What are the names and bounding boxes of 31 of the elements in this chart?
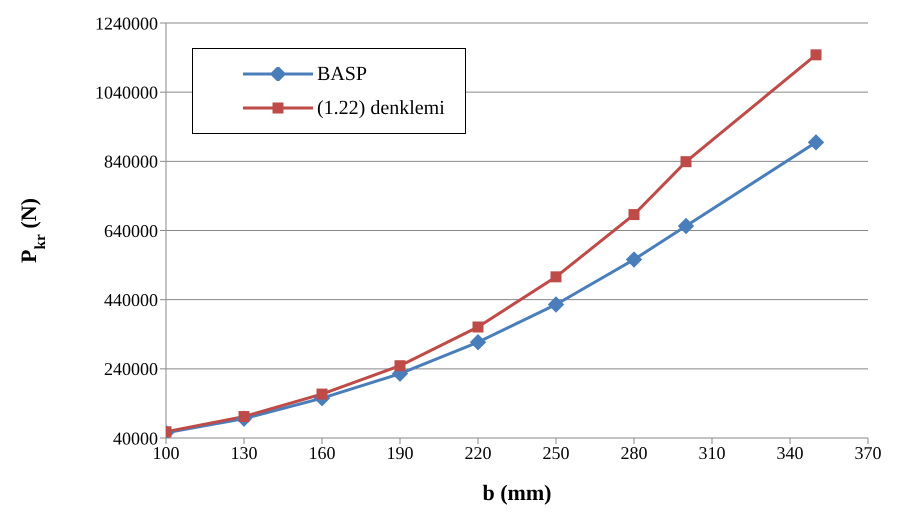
point [472, 321, 484, 332]
point [808, 134, 824, 150]
point [680, 156, 692, 168]
y-tick-label: 440000 [104, 290, 158, 310]
point [548, 296, 564, 313]
point [316, 388, 328, 400]
y-tick-label: 1040000 [95, 82, 158, 103]
y-tick-label: 640000 [104, 220, 158, 241]
x-tick-label: 190 [386, 442, 414, 463]
x-axis-title: b (mm) [482, 480, 552, 505]
x-tick-label: 280 [620, 442, 648, 463]
point [626, 252, 642, 268]
point [394, 360, 406, 372]
legend-label: (1.22) denklemi [317, 96, 445, 120]
point [550, 271, 562, 282]
y-tick-label: 40000 [113, 428, 158, 448]
x-tick-label: 370 [854, 442, 882, 463]
y-tick-label: 1240000 [95, 13, 158, 34]
y-tick-label: 840000 [104, 152, 158, 172]
x-tick-label: 130 [230, 442, 258, 463]
y-tick-label: 240000 [104, 359, 158, 380]
point [470, 334, 486, 350]
x-tick-label: 160 [308, 442, 336, 463]
point [810, 49, 822, 60]
x-tick-label: 310 [698, 442, 726, 463]
point [628, 209, 640, 220]
legend-label: BASP [317, 62, 368, 86]
x-tick-label: 250 [542, 442, 570, 463]
point [678, 218, 694, 234]
x-tick-label: 340 [776, 442, 804, 463]
x-tick-label: 220 [464, 442, 492, 463]
